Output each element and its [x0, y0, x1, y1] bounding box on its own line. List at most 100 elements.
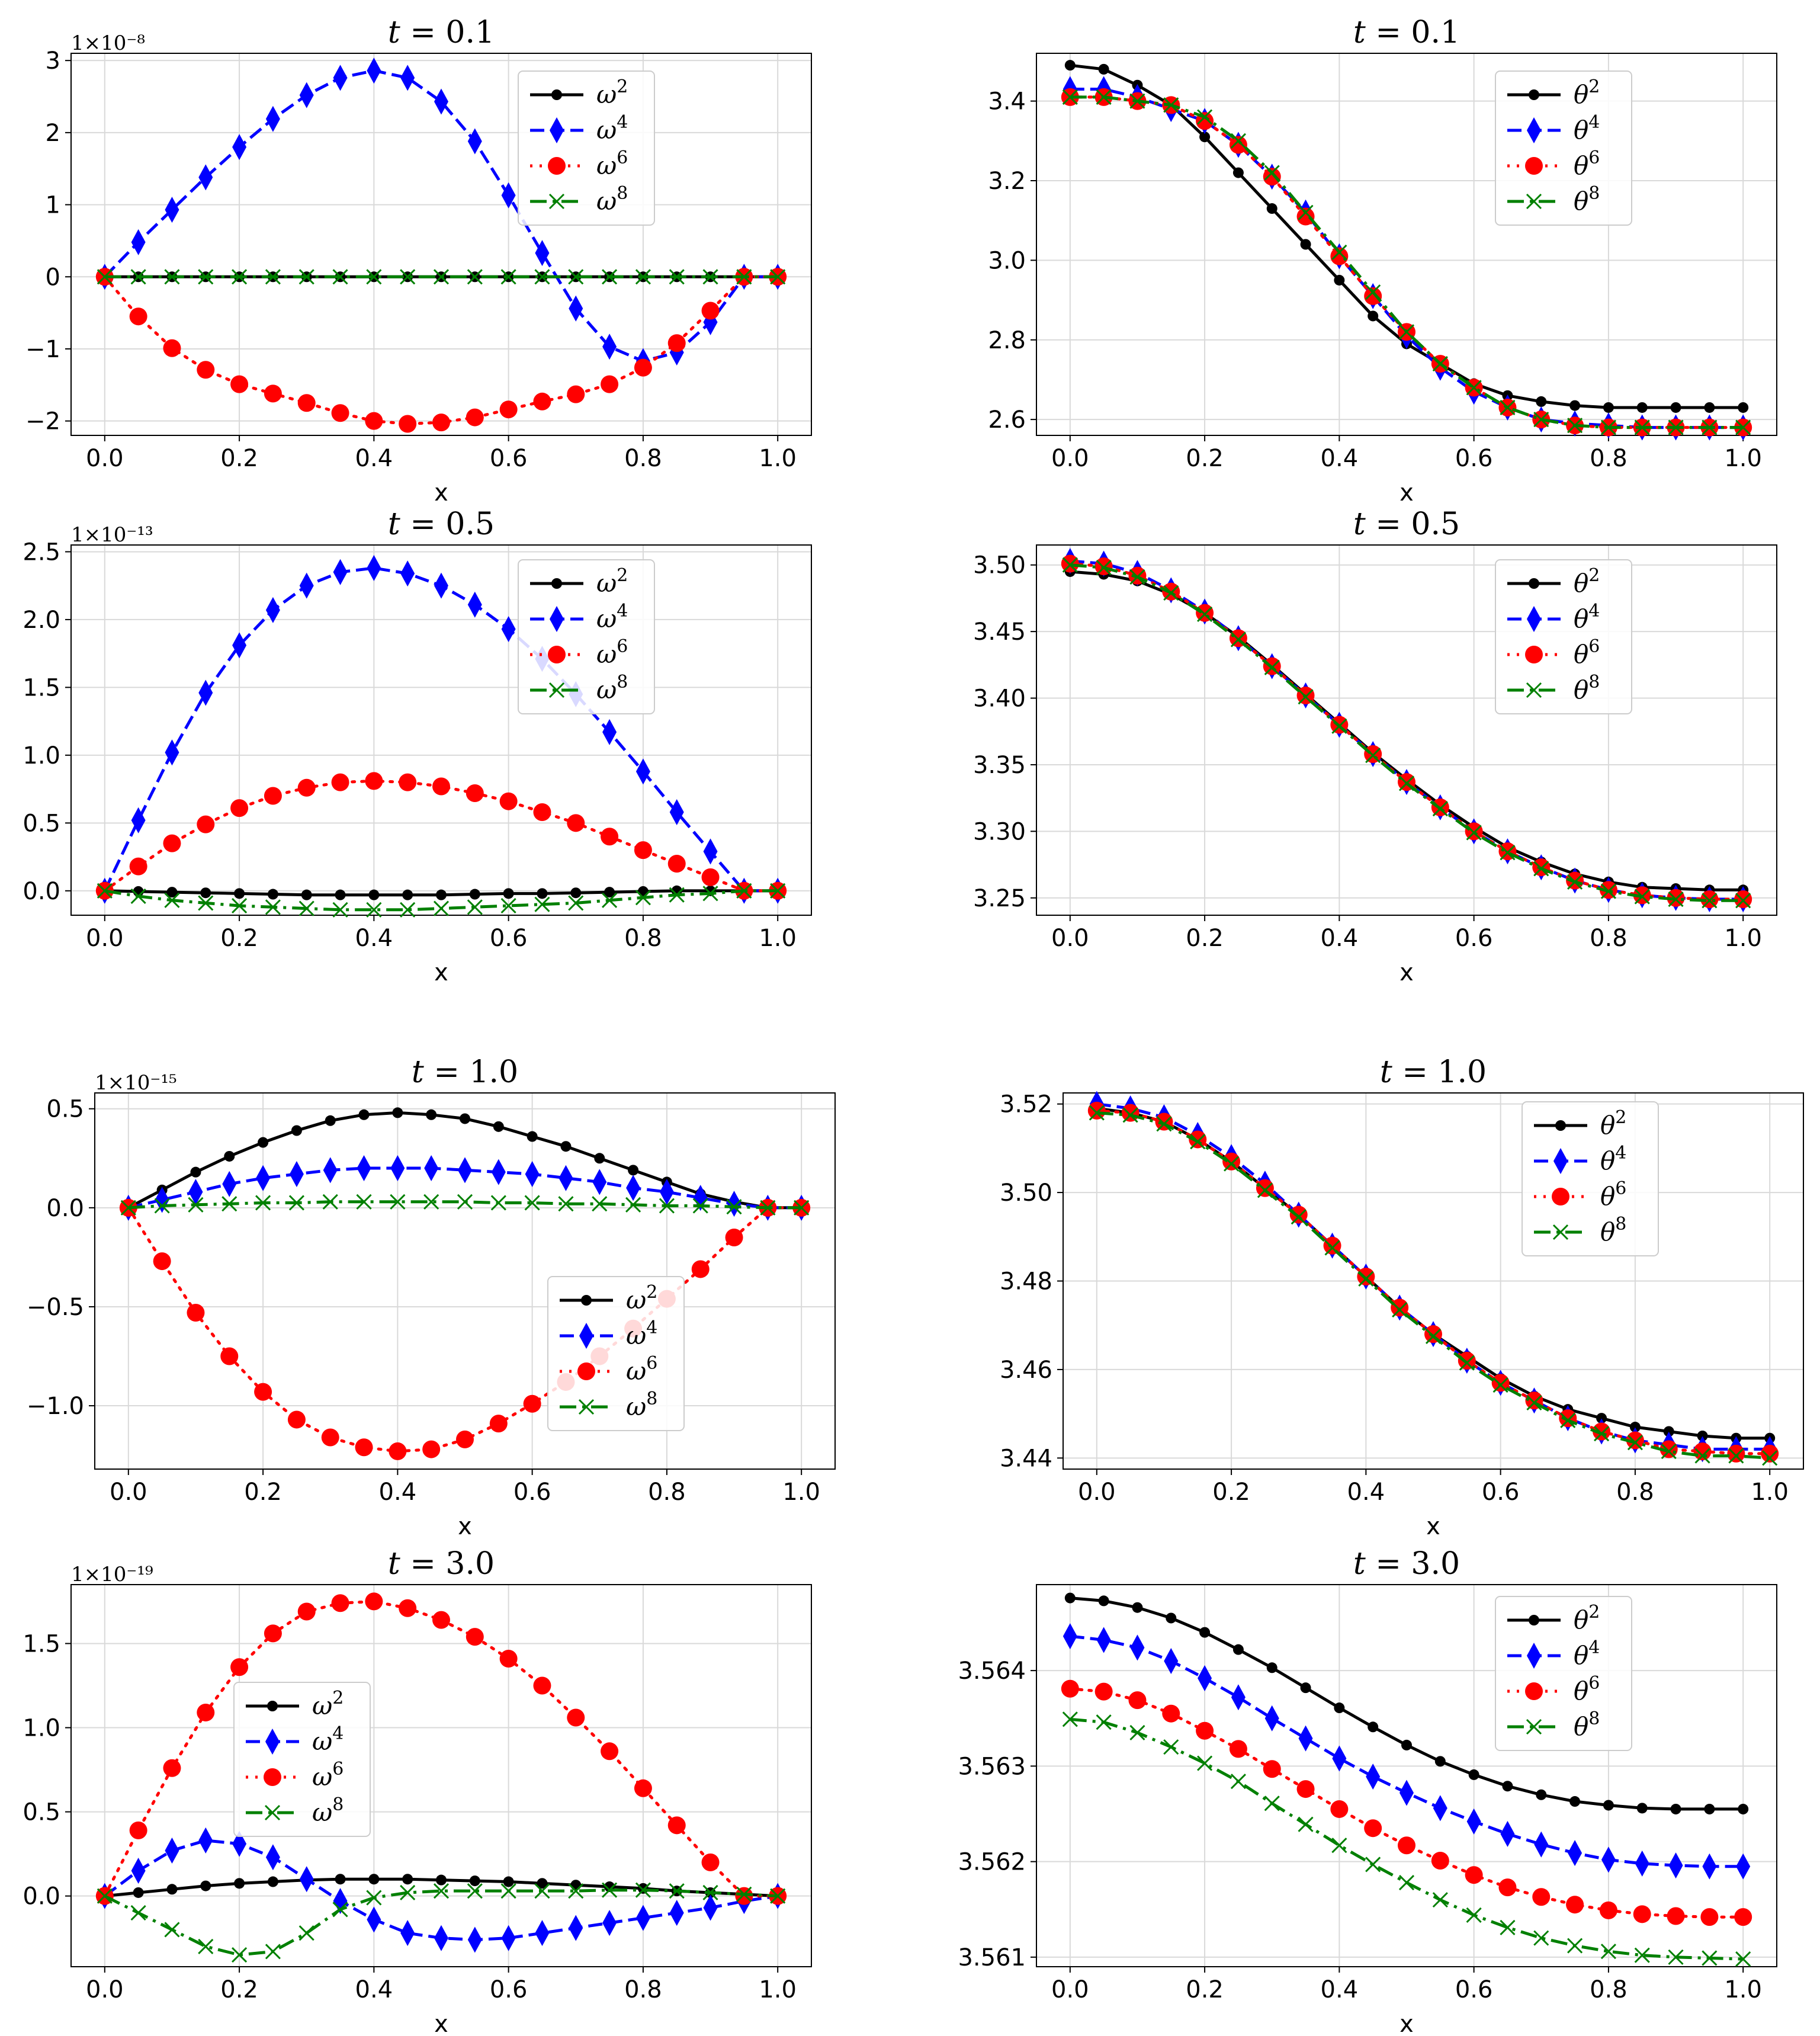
data-point: [323, 1157, 338, 1184]
data-point: [265, 105, 280, 132]
data-point: [667, 334, 686, 352]
data-point: [466, 1628, 484, 1646]
data-point: [702, 1884, 718, 1901]
data-point: [770, 883, 786, 899]
x-tick-label: 0.4: [355, 1976, 393, 2003]
data-point: [1702, 419, 1718, 435]
y-tick-label: 3.561: [958, 1944, 1026, 1971]
data-point: [325, 1115, 336, 1126]
data-point: [436, 889, 447, 900]
data-point: [635, 1882, 651, 1898]
data-point: [701, 868, 720, 886]
data-point: [592, 1169, 607, 1195]
data-point: [1626, 1431, 1644, 1450]
y-tick-label: 0.0: [23, 1883, 60, 1910]
series-θ6: [1061, 88, 1752, 437]
data-point: [433, 900, 450, 916]
x-tick-label: 0.0: [1051, 445, 1089, 472]
data-point: [190, 1166, 201, 1178]
data-point: [200, 887, 211, 899]
data-point: [1289, 1205, 1308, 1224]
data-point: [1693, 1442, 1712, 1461]
data-point: [130, 888, 146, 905]
data-point: [659, 1198, 675, 1214]
data-point: [188, 1179, 203, 1205]
data-point: [1064, 1592, 1076, 1604]
data-point: [1536, 1789, 1547, 1800]
axes-frame: [70, 53, 812, 436]
data-point: [1466, 380, 1482, 396]
data-point: [1399, 1780, 1414, 1806]
y-tick-label: 0.0: [23, 878, 60, 905]
data-point: [165, 739, 179, 766]
data-point: [1156, 1116, 1172, 1132]
data-point: [436, 1874, 447, 1886]
data-point: [1229, 1740, 1247, 1758]
data-point: [1096, 1627, 1111, 1653]
data-point: [129, 1821, 147, 1839]
legend-marker: [548, 157, 566, 175]
y-tick-label: 3.50: [1000, 1179, 1052, 1207]
data-point: [567, 814, 585, 832]
data-point: [197, 361, 215, 379]
data-point: [1431, 1852, 1449, 1870]
data-point: [120, 1200, 136, 1216]
data-point: [467, 269, 483, 285]
data-point: [501, 615, 516, 642]
data-point: [466, 408, 484, 427]
x-tick-label: 1.0: [759, 925, 797, 952]
data-point: [255, 1195, 271, 1211]
data-point: [1702, 1853, 1717, 1880]
legend-label: ω2: [626, 1282, 657, 1314]
data-point: [1762, 1450, 1778, 1466]
data-point: [467, 1883, 483, 1899]
data-point: [602, 719, 617, 745]
data-point: [1129, 1724, 1145, 1741]
data-point: [287, 1410, 306, 1429]
x-axis-label: x: [1399, 2011, 1414, 2036]
data-point: [604, 887, 615, 898]
y-tick-label: 2: [46, 120, 60, 147]
data-point: [1330, 247, 1349, 265]
y-tick-label: 3.562: [958, 1849, 1026, 1876]
data-point: [1324, 1240, 1340, 1256]
axes-frame: [94, 1092, 836, 1470]
x-tick-label: 0.8: [624, 445, 662, 472]
data-point: [560, 1141, 572, 1152]
data-point: [432, 413, 450, 432]
data-point: [1663, 1426, 1674, 1437]
legend-marker: [577, 1362, 595, 1380]
data-point: [1331, 718, 1347, 734]
data-point: [702, 886, 718, 902]
data-point: [366, 902, 382, 918]
data-point: [297, 1602, 316, 1621]
data-point: [332, 902, 348, 918]
data-point: [230, 799, 249, 817]
data-point: [197, 1703, 215, 1721]
y-tick-label: −1.0: [27, 1393, 84, 1420]
data-point: [1298, 204, 1314, 220]
data-point: [1257, 1182, 1273, 1198]
data-point: [299, 82, 314, 108]
data-point: [1222, 1152, 1241, 1171]
data-point: [434, 1925, 448, 1951]
data-point: [1197, 606, 1213, 622]
x-tick-label: 0.8: [1590, 445, 1628, 472]
y-tick-label: 3.35: [973, 752, 1026, 779]
data-point: [669, 1900, 684, 1926]
data-point: [131, 807, 146, 833]
data-point: [601, 375, 619, 393]
data-point: [568, 1883, 584, 1899]
x-axis-label: x: [458, 1513, 472, 1540]
series-line: [1068, 1687, 1745, 1919]
legend-box: [518, 559, 655, 714]
data-point: [1465, 822, 1483, 841]
x-tick-label: 0.6: [513, 1479, 551, 1506]
x-axis-label: x: [1426, 1513, 1440, 1540]
data-point: [1702, 893, 1718, 909]
data-point: [1500, 1919, 1516, 1935]
data-point: [736, 269, 752, 285]
data-point: [1196, 604, 1214, 622]
